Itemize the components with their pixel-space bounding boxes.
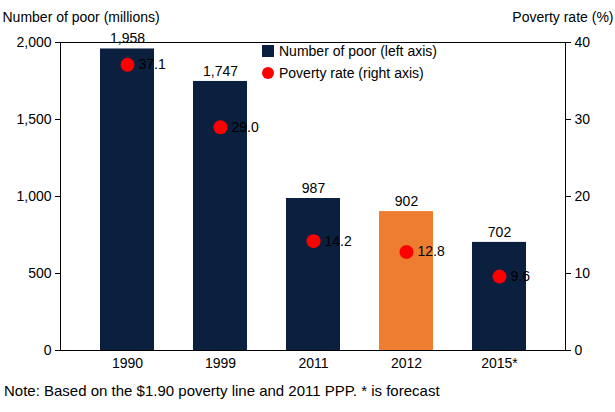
svg-text:37.1: 37.1	[139, 56, 166, 72]
svg-text:12.8: 12.8	[418, 243, 445, 259]
svg-text:0: 0	[44, 342, 52, 358]
html-text:Number of poor (left axis): Number of poor (left axis)	[279, 43, 437, 59]
svg-text:500: 500	[28, 265, 52, 281]
svg-text:902: 902	[395, 193, 419, 209]
svg-text:0: 0	[575, 342, 583, 358]
svg-text:702: 702	[488, 224, 512, 240]
svg-text:1990: 1990	[112, 355, 143, 371]
svg-text:2015*: 2015*	[481, 355, 518, 371]
svg-text:10: 10	[575, 265, 591, 281]
svg-text:9.6: 9.6	[511, 268, 531, 284]
svg-text:1,958: 1,958	[110, 30, 145, 46]
svg-text:1999: 1999	[205, 355, 236, 371]
svg-text:30: 30	[575, 111, 591, 127]
svg-text:40: 40	[575, 34, 591, 50]
svg-text:2012: 2012	[391, 355, 422, 371]
svg-text:1,747: 1,747	[203, 63, 238, 79]
svg-text:1,500: 1,500	[16, 111, 51, 127]
svg-text:2,000: 2,000	[16, 34, 51, 50]
svg-text:1,000: 1,000	[16, 188, 51, 204]
svg-text:Number of poor (millions): Number of poor (millions)	[3, 9, 160, 25]
svg-text:14.2: 14.2	[325, 233, 352, 249]
svg-text:2011: 2011	[298, 355, 328, 371]
svg-text:Poverty rate (%): Poverty rate (%)	[512, 9, 613, 25]
svg-text:29.0: 29.0	[232, 119, 259, 135]
svg-text:20: 20	[575, 188, 591, 204]
html-text:Poverty rate (right axis): Poverty rate (right axis)	[279, 65, 424, 81]
svg-text:987: 987	[302, 180, 326, 196]
html-text:Note: Based on the $1.90 pover: Note: Based on the $1.90 poverty line an…	[4, 382, 440, 399]
